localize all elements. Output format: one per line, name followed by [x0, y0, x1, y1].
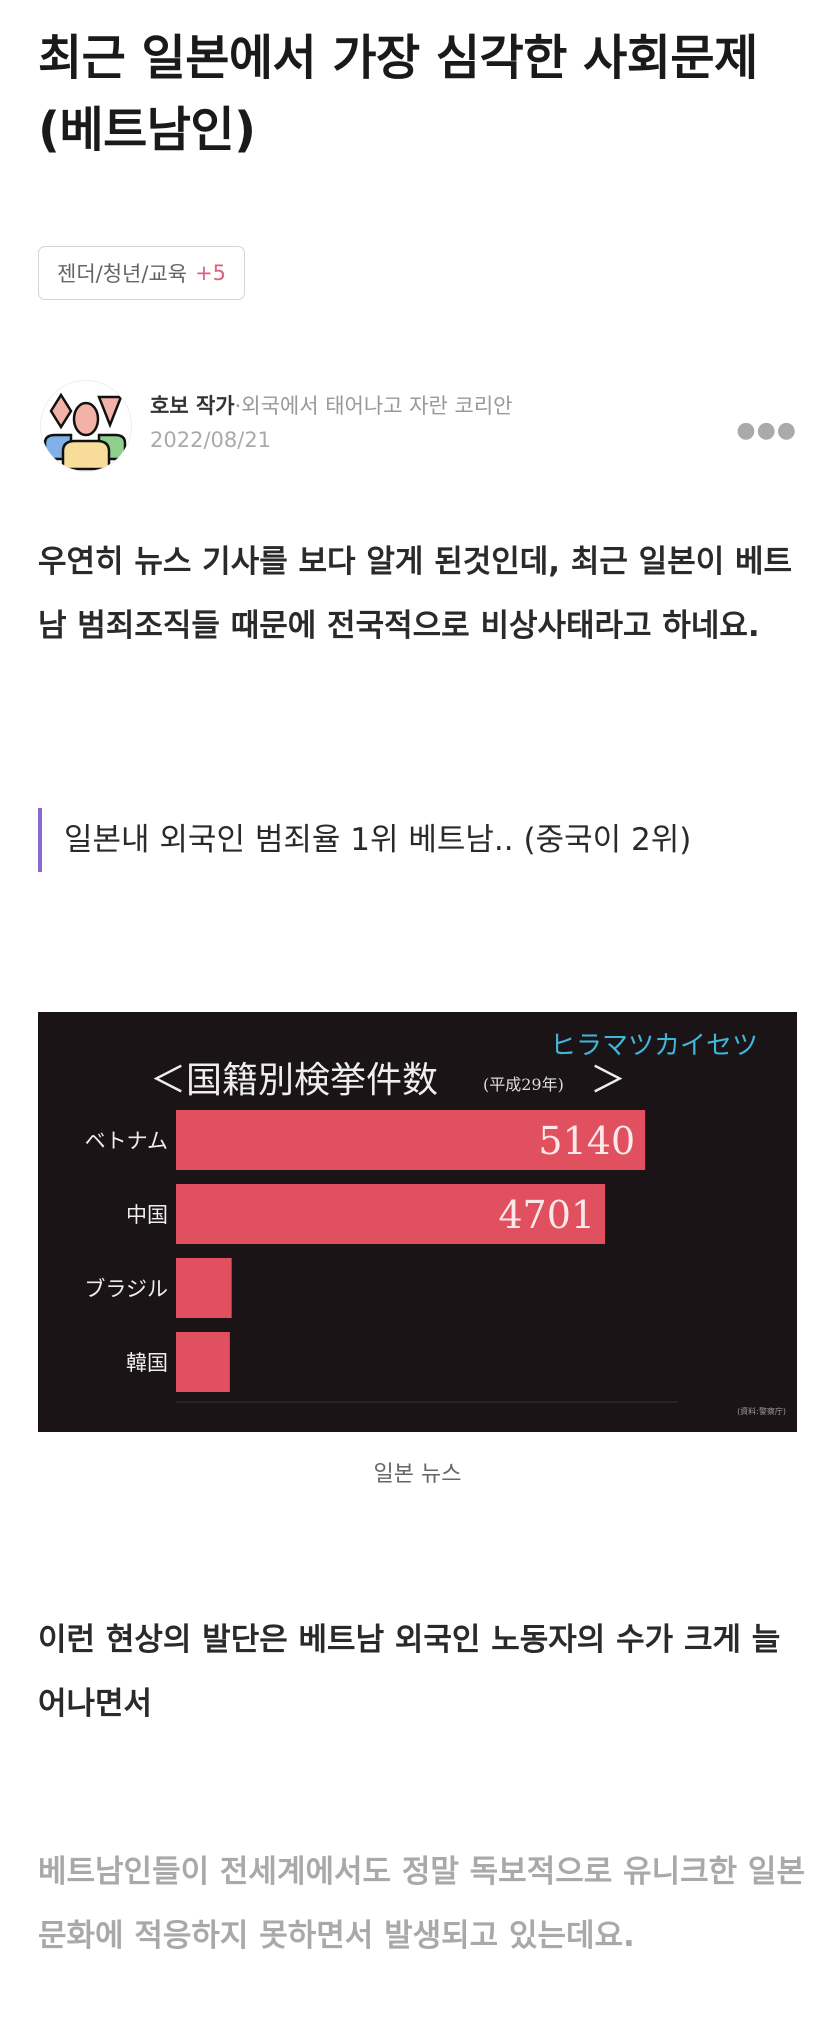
chart-brand: ヒラマツカイセツ — [550, 1031, 758, 1061]
post-date: 2022/08/21 — [150, 428, 272, 452]
category-label: 韓国 — [126, 1351, 168, 1375]
paragraph-faded: 베트남인들이 전세계에서도 정말 독보적으로 유니크한 일본 문화에 적응하지 … — [38, 1854, 805, 1954]
bar-3 — [176, 1332, 230, 1392]
paragraph: 우연히 뉴스 기사를 보다 알게 된것인데, 최근 일본이 베트남 범죄조직들 … — [38, 544, 793, 644]
category-label: ブラジル — [84, 1277, 168, 1301]
chart-subtitle: (平成29年) — [483, 1075, 564, 1094]
chart-source: (資料:警察庁) — [737, 1406, 786, 1416]
category-label: 中国 — [126, 1203, 168, 1227]
blockquote: 일본내 외국인 범죄율 1위 베트남.. (중국이 2위) — [38, 808, 798, 872]
tag-more-count: +5 — [195, 261, 227, 285]
avatar[interactable] — [40, 380, 132, 472]
bar-chart: ヒラマツカイセツ ＜国籍別検挙件数 (平成29年) ＞ ベトナム 5140 中国 47… — [84, 1031, 786, 1416]
category-label: ベトナム — [85, 1129, 168, 1153]
data-label: 5140 — [538, 1119, 635, 1163]
more-horizontal-icon[interactable]: ●●● — [736, 418, 797, 443]
bar-1 — [176, 1184, 606, 1244]
people-group-icon — [43, 392, 127, 471]
image-caption: 일본 뉴스 — [373, 1462, 462, 1487]
news-chart-image: ヒラマツカイセツ ＜国籍別検挙件数 (平成29年) ＞ ベトナム 5140 中国 47… — [38, 1012, 797, 1432]
author-bio: ·외국에서 태어나고 자란 코리안 — [234, 394, 513, 418]
paragraph: 이런 현상의 발단은 베트남 외국인 노동자의 수가 크게 늘어나면서 — [38, 1622, 781, 1722]
category-tag[interactable]: 젠더/청년/교육 +5 — [38, 246, 246, 300]
bar-2 — [176, 1258, 232, 1318]
data-label: 4701 — [498, 1193, 595, 1237]
author-name[interactable]: 호보 작가 — [150, 394, 235, 418]
chart-title-end: ＞ — [590, 1060, 626, 1101]
tag-label: 젠더/청년/교육 — [57, 262, 188, 286]
bar-0 — [176, 1110, 646, 1170]
post-title: 최근 일본에서 가장 심각한 사회문제 (베트남인) — [38, 30, 758, 158]
chart-title: ＜国籍別検挙件数 — [150, 1060, 438, 1101]
author-line: 호보 작가·외국에서 태어나고 자란 코리안 — [150, 390, 512, 420]
